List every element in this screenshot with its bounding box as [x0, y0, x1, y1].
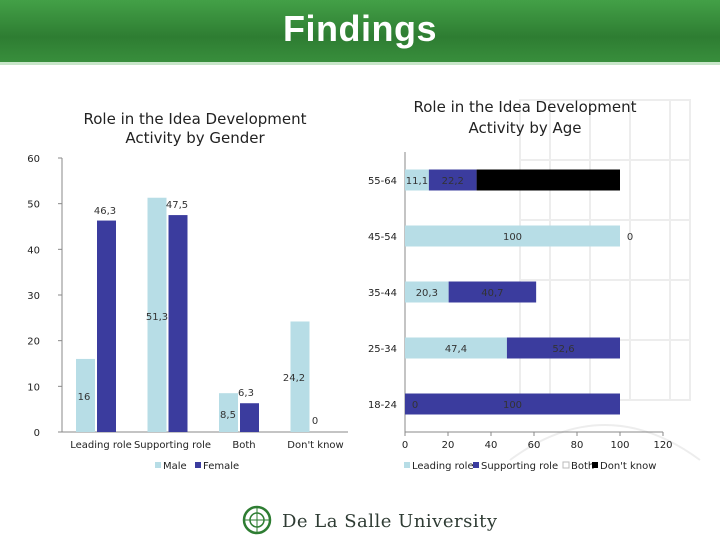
- gender-data-label-male-leading-role: 16: [78, 392, 91, 403]
- gender-bar-female-both: [240, 403, 259, 432]
- age-legend-swatch-don-t-know: [592, 462, 598, 468]
- gender-data-label-male-supporting-role: 51,3: [146, 312, 168, 323]
- gender-x-tick-label: Both: [232, 440, 255, 451]
- gender-data-label-female-leading-role: 46,3: [94, 206, 116, 217]
- age-x-tick-label: 100: [610, 440, 629, 451]
- age-y-tick-label: 55-64: [368, 176, 397, 187]
- header-divider: [0, 62, 720, 65]
- age-legend-swatch-supporting-role: [473, 462, 479, 468]
- age-data-label-leading-role-45-54: 100: [503, 232, 522, 243]
- gender-x-tick-label: Don't know: [287, 440, 343, 451]
- age-x-tick-label: 40: [485, 440, 498, 451]
- age-bar-leading-role-25-34: [405, 337, 507, 359]
- gender-chart-title-line-1: Role in the Idea Development: [83, 110, 306, 128]
- age-bar-supporting-role-25-34: [506, 337, 620, 359]
- age-data-label-leading-role-25-34: 47,4: [445, 344, 467, 355]
- age-bar-supporting-role-55-64: [428, 169, 477, 191]
- age-legend-swatch-leading-role: [404, 462, 410, 468]
- age-bar-supporting-role-18-24: [405, 393, 620, 415]
- gender-x-tick-label: Leading role: [70, 440, 132, 451]
- age-chart-title-line-1: Role in the Idea Development: [413, 98, 636, 116]
- gender-x-tick-label: Supporting role: [134, 440, 211, 451]
- age-legend-label-supporting-role: Supporting role: [481, 461, 558, 472]
- age-legend-label-both: Both: [571, 461, 594, 472]
- gender-legend-swatch-female: [195, 462, 201, 468]
- gender-bar-female-leading-role: [97, 220, 116, 432]
- gender-bar-male-leading-role: [76, 358, 95, 432]
- gender-y-tick-label: 30: [27, 291, 40, 302]
- age-x-tick-label: 60: [528, 440, 541, 451]
- age-bar-supporting-role-35-44: [448, 281, 537, 303]
- gender-legend-swatch-male: [155, 462, 161, 468]
- gender-y-tick-label: 20: [27, 337, 40, 348]
- gender-y-tick-label: 60: [27, 154, 40, 165]
- gender-bar-male-supporting-role: [147, 197, 167, 432]
- age-data-label-supporting-role-25-34: 52,6: [552, 344, 574, 355]
- gender-data-label-female-both: 6,3: [238, 388, 254, 399]
- age-y-tick-label: 25-34: [368, 344, 397, 355]
- gender-y-tick-label: 10: [27, 382, 40, 393]
- university-wordmark: De La Salle University: [282, 511, 498, 532]
- age-bar-don-t-know-55-64: [476, 169, 620, 191]
- age-data-label-supporting-role-45-54: 0: [627, 232, 633, 243]
- age-data-label-supporting-role-55-64: 22,2: [442, 176, 464, 187]
- age-chart-title-line-2: Activity by Age: [468, 119, 581, 137]
- age-data-label-leading-role-55-64: 11,1: [406, 176, 428, 187]
- gender-data-label-male-both: 8,5: [220, 410, 236, 421]
- age-data-label-supporting-role-35-44: 40,7: [481, 288, 503, 299]
- age-x-tick-label: 120: [653, 440, 672, 451]
- age-y-tick-label: 18-24: [368, 400, 397, 411]
- slide-header: Findings: [0, 0, 720, 62]
- age-y-tick-label: 35-44: [368, 288, 397, 299]
- age-x-tick-label: 0: [402, 440, 408, 451]
- gender-chart-title-line-2: Activity by Gender: [125, 129, 265, 147]
- gender-data-label-female-supporting-role: 47,5: [166, 200, 188, 211]
- age-x-tick-label: 20: [442, 440, 455, 451]
- age-legend-swatch-both: [562, 461, 570, 469]
- university-seal-icon: [242, 505, 272, 535]
- age-data-label-supporting-role-18-24: 100: [503, 400, 522, 411]
- slide-title: Findings: [283, 8, 437, 49]
- age-bar-leading-role-55-64: [405, 169, 429, 191]
- age-data-label-leading-role-18-24: 0: [412, 400, 418, 411]
- age-data-label-leading-role-35-44: 20,3: [416, 288, 438, 299]
- gender-y-tick-label: 50: [27, 200, 40, 211]
- gender-bar-male-don-t-know: [290, 321, 310, 432]
- gender-y-tick-label: 40: [27, 245, 40, 256]
- gender-data-label-female-don-t-know: 0: [312, 416, 318, 427]
- age-bar-leading-role-45-54: [405, 225, 620, 247]
- gender-bar-male-both: [219, 393, 238, 432]
- university-footer: De La Salle University: [240, 505, 497, 537]
- gender-legend-label-female: Female: [203, 461, 239, 472]
- gender-y-tick-label: 0: [34, 428, 40, 439]
- age-legend-label-don-t-know: Don't know: [600, 461, 656, 472]
- age-x-tick-label: 80: [571, 440, 584, 451]
- age-y-tick-label: 45-54: [368, 232, 397, 243]
- gender-bar-female-supporting-role: [168, 215, 188, 432]
- age-legend-label-leading-role: Leading role: [412, 461, 474, 472]
- gender-legend-label-male: Male: [163, 461, 187, 472]
- gender-data-label-male-don-t-know: 24,2: [283, 373, 305, 384]
- age-bar-leading-role-35-44: [405, 281, 449, 303]
